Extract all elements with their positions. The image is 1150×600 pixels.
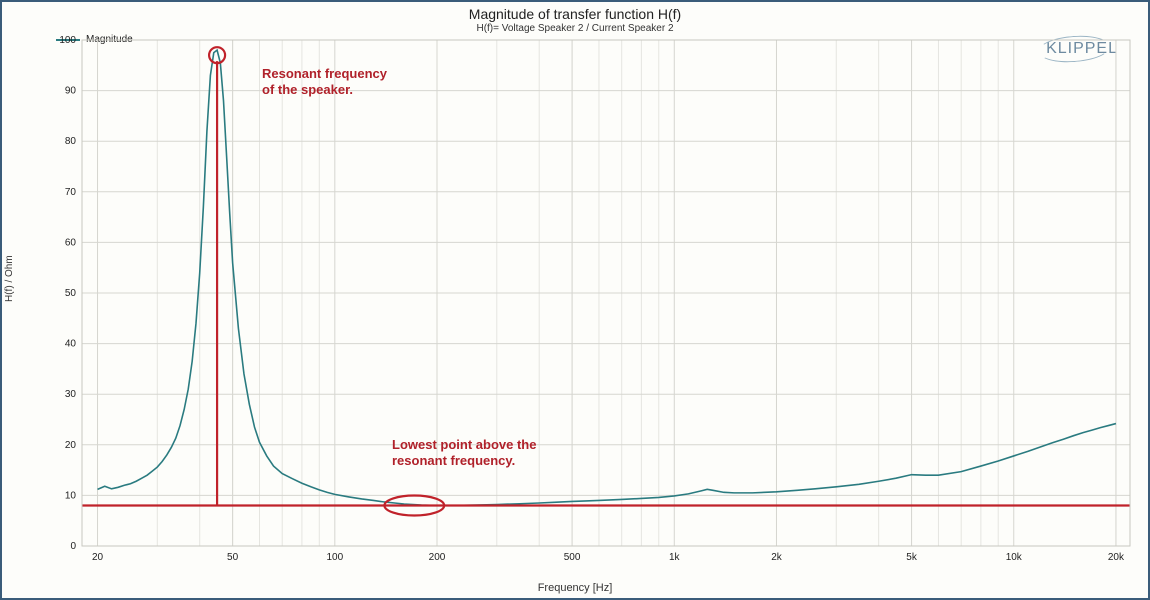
chart-title: Magnitude of transfer function H(f) xyxy=(2,6,1148,22)
svg-text:100: 100 xyxy=(59,36,76,46)
chart-svg: 0 10 20 30 40 50 60 70 80 90 100 20 50 100 200 500 1k 2k 5… xyxy=(52,36,1138,570)
x-axis-label: Frequency [Hz] xyxy=(2,582,1148,594)
svg-text:50: 50 xyxy=(227,552,239,563)
anno-low-text1: Lowest point above the xyxy=(392,437,536,452)
svg-text:2k: 2k xyxy=(771,552,783,563)
svg-text:10: 10 xyxy=(65,490,77,501)
svg-text:20: 20 xyxy=(92,552,104,563)
svg-text:200: 200 xyxy=(429,552,446,563)
svg-text:5k: 5k xyxy=(906,552,918,563)
gridlines xyxy=(82,40,1130,546)
svg-text:40: 40 xyxy=(65,339,77,350)
svg-text:1k: 1k xyxy=(669,552,681,563)
svg-text:500: 500 xyxy=(564,552,581,563)
chart-frame: Magnitude of transfer function H(f) H(f)… xyxy=(0,0,1150,600)
series-magnitude xyxy=(98,50,1116,505)
axis-ticks: 0 10 20 30 40 50 60 70 80 90 100 20 50 100 200 500 1k 2k 5… xyxy=(59,36,1125,563)
svg-text:10k: 10k xyxy=(1006,552,1023,563)
svg-text:100: 100 xyxy=(326,552,343,563)
anno-peak-text1: Resonant frequency xyxy=(262,66,388,81)
svg-text:90: 90 xyxy=(65,86,77,97)
svg-text:50: 50 xyxy=(65,288,77,299)
plot-area: 0 10 20 30 40 50 60 70 80 90 100 20 50 100 200 500 1k 2k 5… xyxy=(52,36,1134,570)
chart-subtitle: H(f)= Voltage Speaker 2 / Current Speake… xyxy=(2,23,1148,34)
svg-text:0: 0 xyxy=(70,541,76,552)
svg-text:80: 80 xyxy=(65,136,77,147)
svg-text:20k: 20k xyxy=(1108,552,1125,563)
svg-text:60: 60 xyxy=(65,237,77,248)
y-axis-label: H(f) / Ohm xyxy=(4,255,15,302)
svg-text:20: 20 xyxy=(65,440,77,451)
anno-low-text2: resonant frequency. xyxy=(392,453,515,468)
anno-peak-text2: of the speaker. xyxy=(262,82,353,97)
svg-text:30: 30 xyxy=(65,389,77,400)
svg-text:70: 70 xyxy=(65,187,77,198)
